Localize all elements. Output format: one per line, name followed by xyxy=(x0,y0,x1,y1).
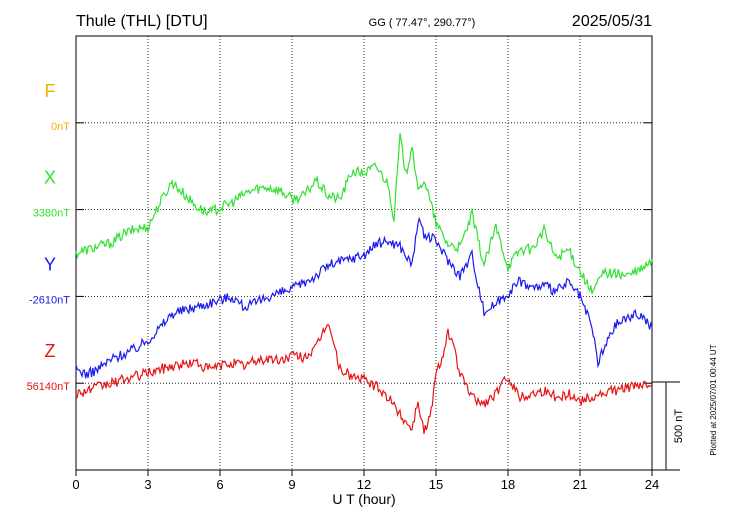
x-tick-label: 24 xyxy=(645,477,659,492)
x-tick-label: 12 xyxy=(357,477,371,492)
series-line-z xyxy=(75,323,653,435)
x-axis-ticks: 0 3 6 9 12 15 18 21 24 xyxy=(72,122,659,492)
x-tick-label: 9 xyxy=(288,477,295,492)
series-line-y xyxy=(75,216,653,379)
x-tick-label: 21 xyxy=(573,477,587,492)
series-name-y: Y xyxy=(44,254,56,274)
series-name-x: X xyxy=(44,168,56,188)
plotted-note: Plotted at 2025/07/01 00:44 UT xyxy=(709,344,718,455)
grid-lines xyxy=(76,36,652,470)
x-tick-label: 0 xyxy=(72,477,79,492)
scale-bar-label: 500 nT xyxy=(673,409,685,444)
x-axis-label: U T (hour) xyxy=(332,491,395,507)
x-tick-label: 15 xyxy=(429,477,443,492)
series-name-f: F xyxy=(45,81,56,101)
series-baseline-y: -2610nT xyxy=(29,294,70,306)
series-baseline-x: 3380nT xyxy=(33,208,71,220)
series-baseline-z: 56140nT xyxy=(27,381,71,393)
scale-bar: 500 nT xyxy=(652,381,685,471)
series-line-x xyxy=(75,133,653,295)
series-name-z: Z xyxy=(45,341,56,361)
series-lines xyxy=(75,133,653,435)
x-tick-label: 3 xyxy=(144,477,151,492)
station-title: Thule (THL) [DTU] xyxy=(76,13,208,30)
x-tick-label: 6 xyxy=(216,477,223,492)
coordinates-label: GG ( 77.47°, 290.77°) xyxy=(369,17,476,29)
series-labels: F 0nT X 3380nT Y -2610nT Z 56140nT xyxy=(27,81,71,393)
date-label: 2025/05/31 xyxy=(572,13,652,30)
x-tick-label: 18 xyxy=(501,477,515,492)
series-baseline-f: 0nT xyxy=(51,121,70,133)
